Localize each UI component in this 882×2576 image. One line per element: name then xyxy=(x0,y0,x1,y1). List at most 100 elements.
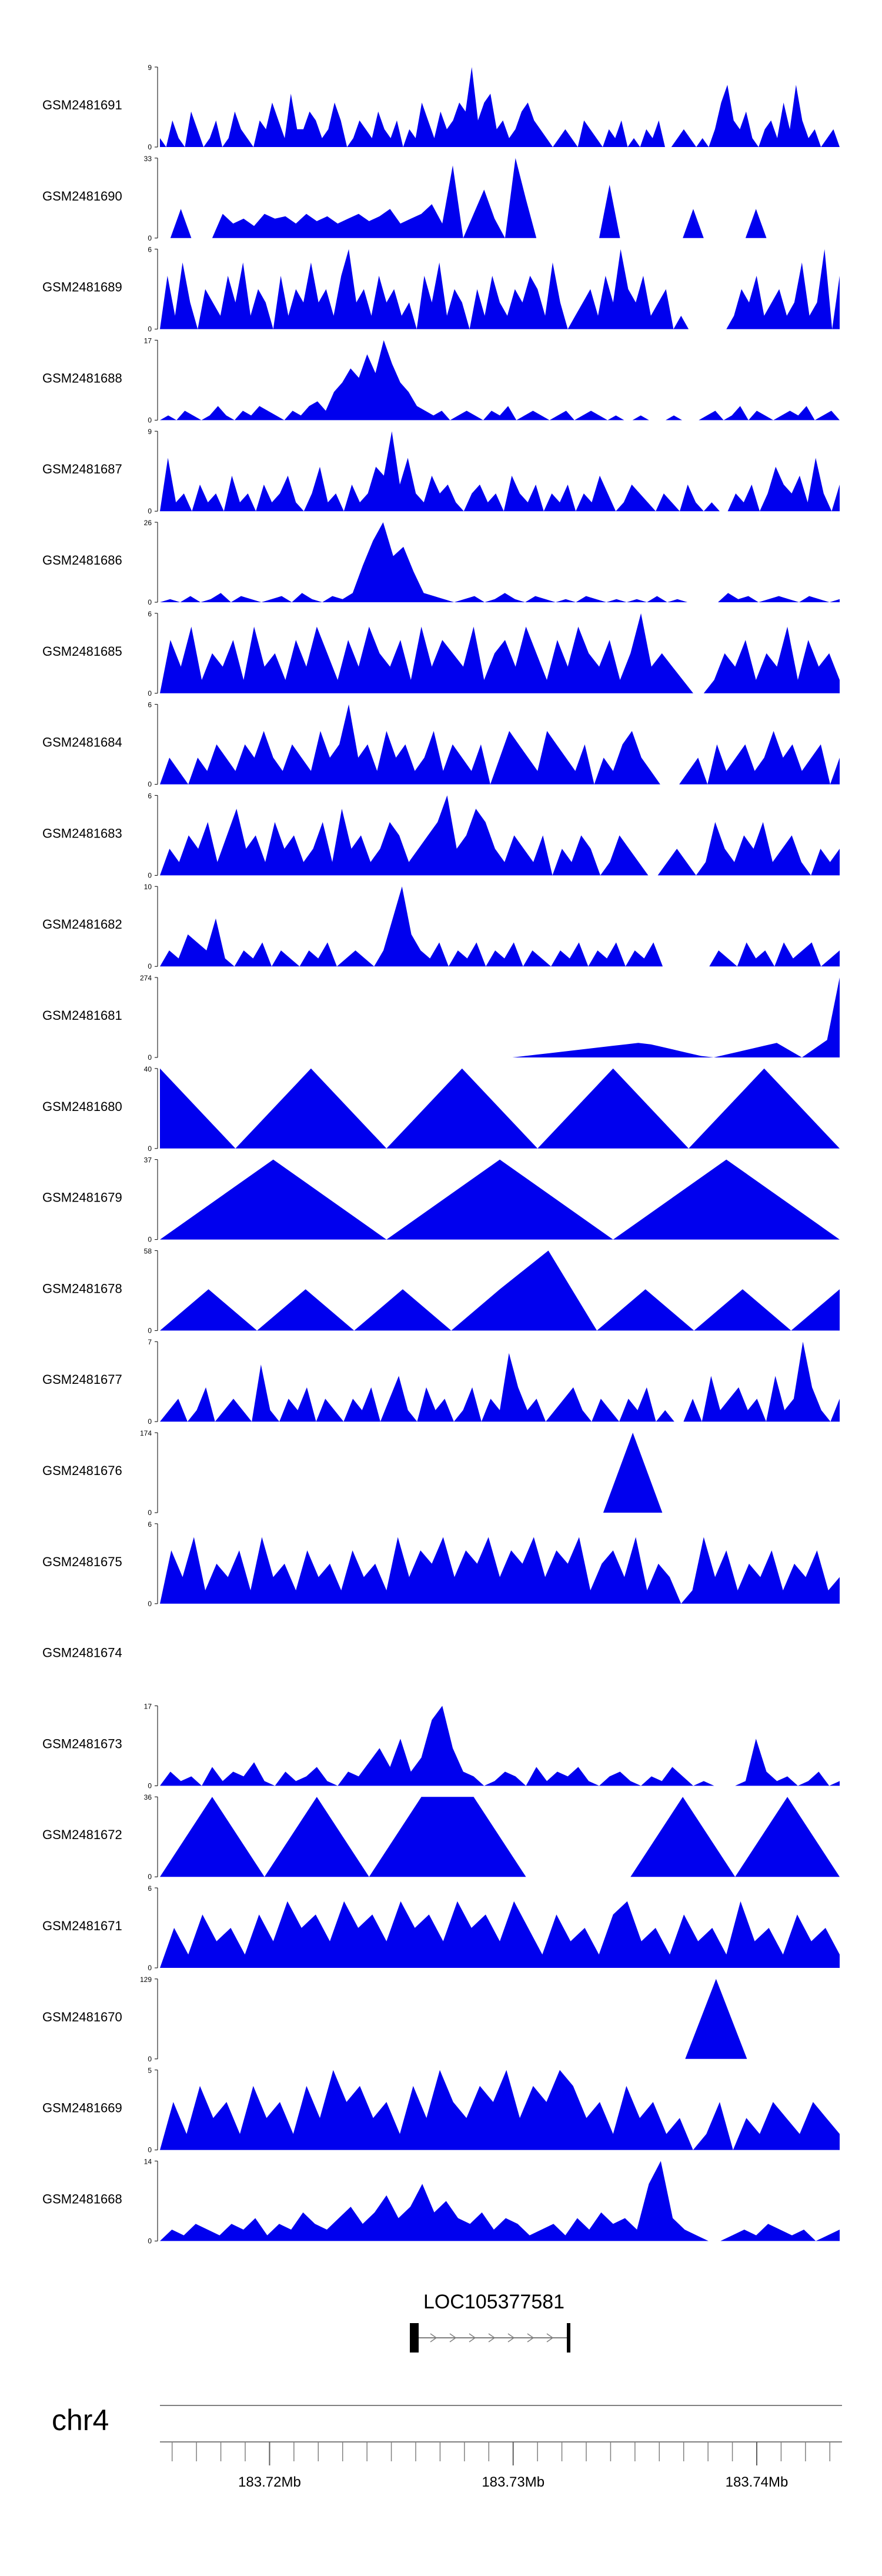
track-signal-area xyxy=(160,431,840,512)
axis-tick-label: 183.74Mb xyxy=(726,2474,789,2490)
strand-chevron xyxy=(449,2333,457,2343)
track-signal-area xyxy=(160,886,840,967)
track-signal-area xyxy=(160,522,840,602)
track-GSM2481678: GSM2481678 58 0 xyxy=(42,1247,840,1334)
track-GSM2481686: GSM2481686 26 0 xyxy=(42,519,840,606)
track-label: GSM2481679 xyxy=(42,1190,122,1205)
track-signal-area xyxy=(160,977,840,1057)
track-ymax-label: 9 xyxy=(148,64,152,72)
track-signal-area xyxy=(160,67,840,147)
gene-label: LOC105377581 xyxy=(423,2291,564,2313)
track-ymin-label: 0 xyxy=(148,1781,152,1790)
track-label: GSM2481685 xyxy=(42,644,122,659)
track-signal-area xyxy=(160,249,840,329)
track-ymin-label: 0 xyxy=(148,325,152,333)
track-signal-area xyxy=(160,1159,840,1240)
track-ymin-label: 0 xyxy=(148,1964,152,1972)
track-GSM2481681: GSM2481681 274 0 xyxy=(42,974,840,1062)
track-ymin-label: 0 xyxy=(148,1236,152,1244)
track-ymin-label: 0 xyxy=(148,962,152,970)
track-label: GSM2481674 xyxy=(42,1646,122,1660)
track-GSM2481677: GSM2481677 7 0 xyxy=(42,1338,840,1426)
track-signal-area xyxy=(160,1537,840,1604)
track-signal-area xyxy=(160,1068,840,1149)
track-signal-area xyxy=(160,1797,840,1877)
track-ymin-label: 0 xyxy=(148,416,152,424)
track-signal-area xyxy=(160,2161,840,2241)
track-signal-area xyxy=(160,2070,840,2150)
track-GSM2481683: GSM2481683 6 0 xyxy=(42,792,840,879)
track-GSM2481673: GSM2481673 17 0 xyxy=(42,1702,840,1790)
track-label: GSM2481684 xyxy=(42,735,122,750)
track-label: GSM2481690 xyxy=(42,189,122,203)
track-ymax-label: 26 xyxy=(144,519,152,527)
track-ymin-label: 0 xyxy=(148,689,152,698)
strand-chevron xyxy=(488,2333,496,2343)
track-label: GSM2481688 xyxy=(42,371,122,385)
track-ymin-label: 0 xyxy=(148,1326,152,1334)
track-ymin-label: 0 xyxy=(148,507,152,515)
track-label: GSM2481683 xyxy=(42,826,122,840)
track-label: GSM2481673 xyxy=(42,1736,122,1751)
strand-chevron xyxy=(527,2333,534,2343)
track-label: GSM2481669 xyxy=(42,2101,122,2115)
track-ymax-label: 10 xyxy=(144,883,152,891)
track-GSM2481684: GSM2481684 6 0 xyxy=(42,701,840,789)
track-GSM2481688: GSM2481688 17 0 xyxy=(42,336,840,424)
gene-strand-arrows xyxy=(430,2333,554,2343)
track-GSM2481690: GSM2481690 33 0 xyxy=(42,155,840,242)
track-ymax-label: 58 xyxy=(144,1247,152,1255)
track-GSM2481671: GSM2481671 6 0 xyxy=(42,1884,840,1972)
track-GSM2481685: GSM2481685 6 0 xyxy=(42,610,840,698)
track-label: GSM2481675 xyxy=(42,1554,122,1569)
gene-exon-start xyxy=(410,2323,419,2353)
track-signal-area xyxy=(160,158,840,238)
track-ymin-label: 0 xyxy=(148,1144,152,1153)
track-label: GSM2481687 xyxy=(42,462,122,476)
strand-chevron xyxy=(546,2333,554,2343)
track-signal-area xyxy=(160,1978,840,2059)
track-label: GSM2481671 xyxy=(42,1918,122,1933)
strand-chevron xyxy=(430,2333,437,2343)
track-ymin-label: 0 xyxy=(148,2146,152,2154)
track-ymin-label: 0 xyxy=(148,871,152,879)
track-GSM2481689: GSM2481689 6 0 xyxy=(42,246,840,333)
track-ymax-label: 17 xyxy=(144,336,152,345)
track-signal-area xyxy=(160,613,840,693)
track-label: GSM2481680 xyxy=(42,1099,122,1114)
track-ymax-label: 14 xyxy=(144,2157,152,2165)
track-ymax-label: 37 xyxy=(144,1156,152,1164)
track-GSM2481670: GSM2481670 129 0 xyxy=(42,1976,840,2063)
track-ymin-label: 0 xyxy=(148,1053,152,1062)
gene-exon-end xyxy=(567,2323,570,2353)
track-signal-area xyxy=(160,340,840,421)
track-signal-area xyxy=(160,1250,840,1331)
gene-track: LOC105377581 xyxy=(410,2291,570,2353)
track-ymax-label: 6 xyxy=(148,701,152,709)
track-signal-area xyxy=(160,1706,840,1786)
track-label: GSM2481668 xyxy=(42,2191,122,2206)
track-label: GSM2481672 xyxy=(42,1827,122,1842)
track-ymax-label: 6 xyxy=(148,1884,152,1893)
track-signal-area xyxy=(160,1342,840,1422)
track-ymax-label: 174 xyxy=(140,1429,152,1437)
track-ymax-label: 129 xyxy=(140,1976,152,1984)
track-GSM2481679: GSM2481679 37 0 xyxy=(42,1156,840,1244)
track-signal-area xyxy=(160,704,840,785)
track-ymax-label: 6 xyxy=(148,246,152,254)
track-ymax-label: 274 xyxy=(140,974,152,982)
track-label: GSM2481677 xyxy=(42,1372,122,1387)
track-ymin-label: 0 xyxy=(148,1600,152,1608)
track-label: GSM2481681 xyxy=(42,1008,122,1023)
track-ymin-label: 0 xyxy=(148,598,152,606)
track-ymin-label: 0 xyxy=(148,1509,152,1517)
track-label: GSM2481691 xyxy=(42,98,122,112)
track-signal-area xyxy=(160,795,840,876)
track-ymax-label: 36 xyxy=(144,1793,152,1801)
track-label: GSM2481676 xyxy=(42,1463,122,1478)
track-ymin-label: 0 xyxy=(148,2237,152,2245)
track-label: GSM2481682 xyxy=(42,917,122,932)
axis-tick-label: 183.73Mb xyxy=(482,2474,544,2490)
track-ymin-label: 0 xyxy=(148,234,152,242)
